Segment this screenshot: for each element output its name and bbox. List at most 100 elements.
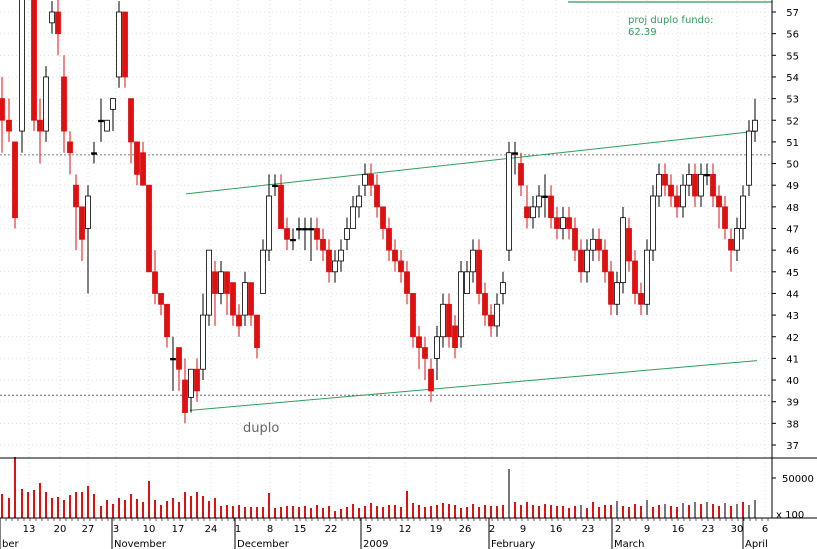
volume-bar <box>508 469 510 518</box>
candle-body <box>704 173 710 177</box>
candle-body <box>266 195 272 251</box>
volume-bar <box>112 504 114 518</box>
y-tick-label: 39 <box>786 398 799 409</box>
candle-body <box>290 238 296 242</box>
volume-bar <box>322 508 324 518</box>
volume-bar <box>1 494 3 518</box>
volume-bar <box>304 506 306 518</box>
candle-body <box>260 249 266 294</box>
candle-body <box>200 314 206 370</box>
y-tick-label: 38 <box>786 419 799 430</box>
x-tick-label: 27 <box>82 524 95 535</box>
volume-bar <box>454 505 456 518</box>
volume-bar <box>298 507 300 518</box>
candle-body <box>482 293 488 316</box>
candle-body <box>650 195 656 251</box>
volume-bar <box>724 503 726 518</box>
volume-bar <box>118 498 120 518</box>
y-tick-label: 52 <box>786 116 799 127</box>
y-tick-label: 55 <box>786 51 799 62</box>
candle-body <box>578 249 584 273</box>
x-tick-label: 5 <box>366 524 372 535</box>
volume-bar <box>448 504 450 518</box>
candle-body <box>734 228 740 251</box>
x-tick-label: 2 <box>615 524 621 535</box>
candle-body <box>146 184 152 273</box>
volume-bar <box>412 503 414 518</box>
volume-bar <box>250 507 252 518</box>
candle-body <box>61 76 67 132</box>
volume-bar <box>39 483 41 518</box>
candle-body <box>746 130 752 186</box>
volume-bar <box>370 503 372 518</box>
candle-body <box>548 195 554 219</box>
candle-body <box>224 271 230 294</box>
y-tick-label: 57 <box>786 8 799 19</box>
candle-body <box>590 238 596 251</box>
month-label: March <box>614 539 644 549</box>
x-tick-label: 22 <box>325 524 338 535</box>
volume-bar <box>652 507 654 518</box>
candle-body <box>422 347 428 359</box>
volume-bar <box>57 497 59 518</box>
volume-bar <box>730 506 732 518</box>
volume-bar <box>742 502 744 518</box>
volume-bar <box>550 505 552 518</box>
candle-body <box>73 184 79 208</box>
month-label: ber <box>2 539 20 549</box>
volume-bar <box>664 504 666 518</box>
volume-bar <box>208 501 210 518</box>
x-tick-label: 20 <box>54 524 67 535</box>
volume-bar <box>532 505 534 518</box>
candle-body <box>314 228 320 240</box>
candle-body <box>43 76 49 132</box>
y-tick-label: 49 <box>786 181 799 192</box>
volume-bar <box>394 505 396 518</box>
volume-bars <box>1 457 756 518</box>
projection-label: proj duplo fundo: <box>628 15 713 26</box>
x-tick-label: 1 <box>235 524 241 535</box>
candle-body <box>212 271 218 294</box>
volume-bar <box>232 506 234 518</box>
candle-body <box>344 228 350 240</box>
volume-bar <box>364 506 366 518</box>
volume-bar <box>100 506 102 518</box>
volume-bar <box>430 506 432 518</box>
volume-bar <box>130 494 132 518</box>
volume-bar <box>628 507 630 518</box>
x-tick-label: 19 <box>430 524 443 535</box>
volume-bar <box>136 499 138 518</box>
volume-bar <box>45 492 47 518</box>
volume-bar <box>334 511 336 518</box>
volume-bar <box>184 492 186 518</box>
candle-body <box>140 152 146 186</box>
x-tick-label: 9 <box>644 524 650 535</box>
candle-body <box>67 141 73 154</box>
candle-body <box>170 357 176 361</box>
candle-body <box>710 173 716 197</box>
candle-body <box>494 303 500 327</box>
x-tick-label: 12 <box>399 524 412 535</box>
volume-bar <box>196 492 198 518</box>
candle-body <box>434 336 440 359</box>
volume-bar <box>160 505 162 518</box>
candle-body <box>470 249 476 273</box>
volume-bar <box>310 508 312 518</box>
candle-body <box>566 217 572 229</box>
volume-bar <box>700 504 702 518</box>
volume-bar <box>220 506 222 518</box>
y-tick-label: 50 <box>786 160 799 171</box>
volume-bar <box>63 500 65 518</box>
volume-bar <box>670 506 672 518</box>
volume-bar <box>658 505 660 518</box>
volume-bar <box>514 502 516 518</box>
y-tick-label: 41 <box>786 354 799 365</box>
candle-body <box>428 368 434 392</box>
candle-body <box>608 271 614 305</box>
candle-body <box>218 271 224 294</box>
candle-body <box>49 11 55 24</box>
volume-bar <box>436 505 438 518</box>
candle-body <box>368 173 374 186</box>
volume-bar <box>538 506 540 518</box>
candle-body <box>188 368 194 398</box>
